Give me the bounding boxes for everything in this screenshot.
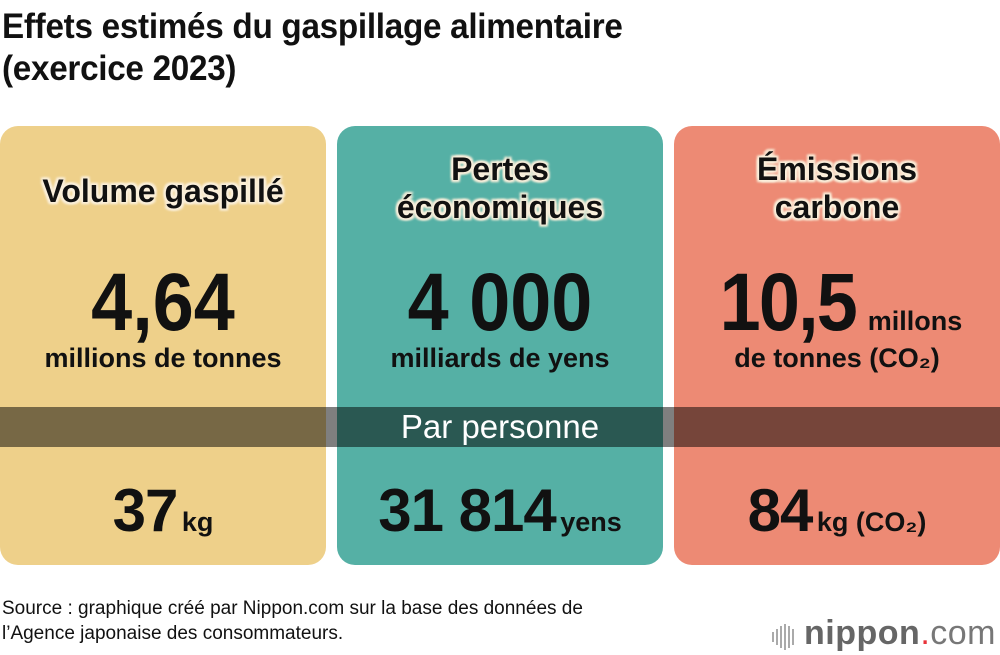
per-person-value: 84 kg (CO₂) (674, 476, 1000, 545)
card-value: 10,5 (719, 257, 857, 348)
title-line-2: (exercice 2023) (2, 49, 237, 88)
source-line: Source : graphique créé par Nippon.com s… (2, 598, 583, 619)
card-volume: Volume gaspillé 4,64 millions de tonnes … (0, 126, 326, 565)
card-carbon: Émissions carbone 10,5 millons de tonnes… (674, 126, 1000, 565)
title-line-1: Effets estimés du gaspillage alimentaire (2, 7, 623, 46)
source-line: l’Agence japonaise des consommateurs. (2, 623, 344, 644)
logo-brand: nippon (804, 614, 921, 652)
per-person-number: 31 814 (378, 477, 557, 544)
per-person-number: 84 (747, 477, 814, 544)
per-person-label: Par personne (400, 408, 600, 445)
per-person-band (0, 407, 1000, 447)
card-title-line: économiques (396, 189, 604, 225)
logo-tld: com (930, 614, 996, 652)
source-note: Source : graphique créé par Nippon.com s… (2, 596, 583, 646)
card-unit: de tonnes (CO₂) (734, 343, 940, 373)
card-unit-inline: millons (867, 306, 963, 336)
nippon-logo: nippon.com (772, 614, 996, 655)
per-person-number: 37 (112, 477, 179, 544)
card-title-line: Pertes (451, 151, 549, 187)
per-person-unit: kg (CO₂) (816, 507, 927, 537)
card-title-line: Émissions (756, 151, 918, 187)
logo-dot: . (920, 614, 931, 652)
per-person-value: 37 kg (0, 476, 326, 545)
per-person-value: 31 814 yens (337, 476, 663, 545)
card-economic: Pertes économiques 4 000 milliards de ye… (337, 126, 663, 565)
page-title: Effets estimés du gaspillage alimentaire… (2, 6, 623, 90)
card-title: Pertes économiques (337, 150, 663, 226)
card-value: 4,64 (91, 257, 235, 348)
sound-wave-icon (772, 616, 796, 655)
card-value: 4 000 (407, 257, 593, 348)
card-title: Volume gaspillé (42, 173, 284, 209)
card-title: Émissions carbone (674, 150, 1000, 226)
card-value-row: 10,5 millons (674, 262, 1000, 344)
per-person-unit: yens (560, 507, 622, 537)
card-unit: millions de tonnes (44, 343, 282, 373)
card-title-line: carbone (774, 189, 900, 225)
card-unit: milliards de yens (390, 343, 610, 373)
per-person-unit: kg (181, 507, 214, 537)
